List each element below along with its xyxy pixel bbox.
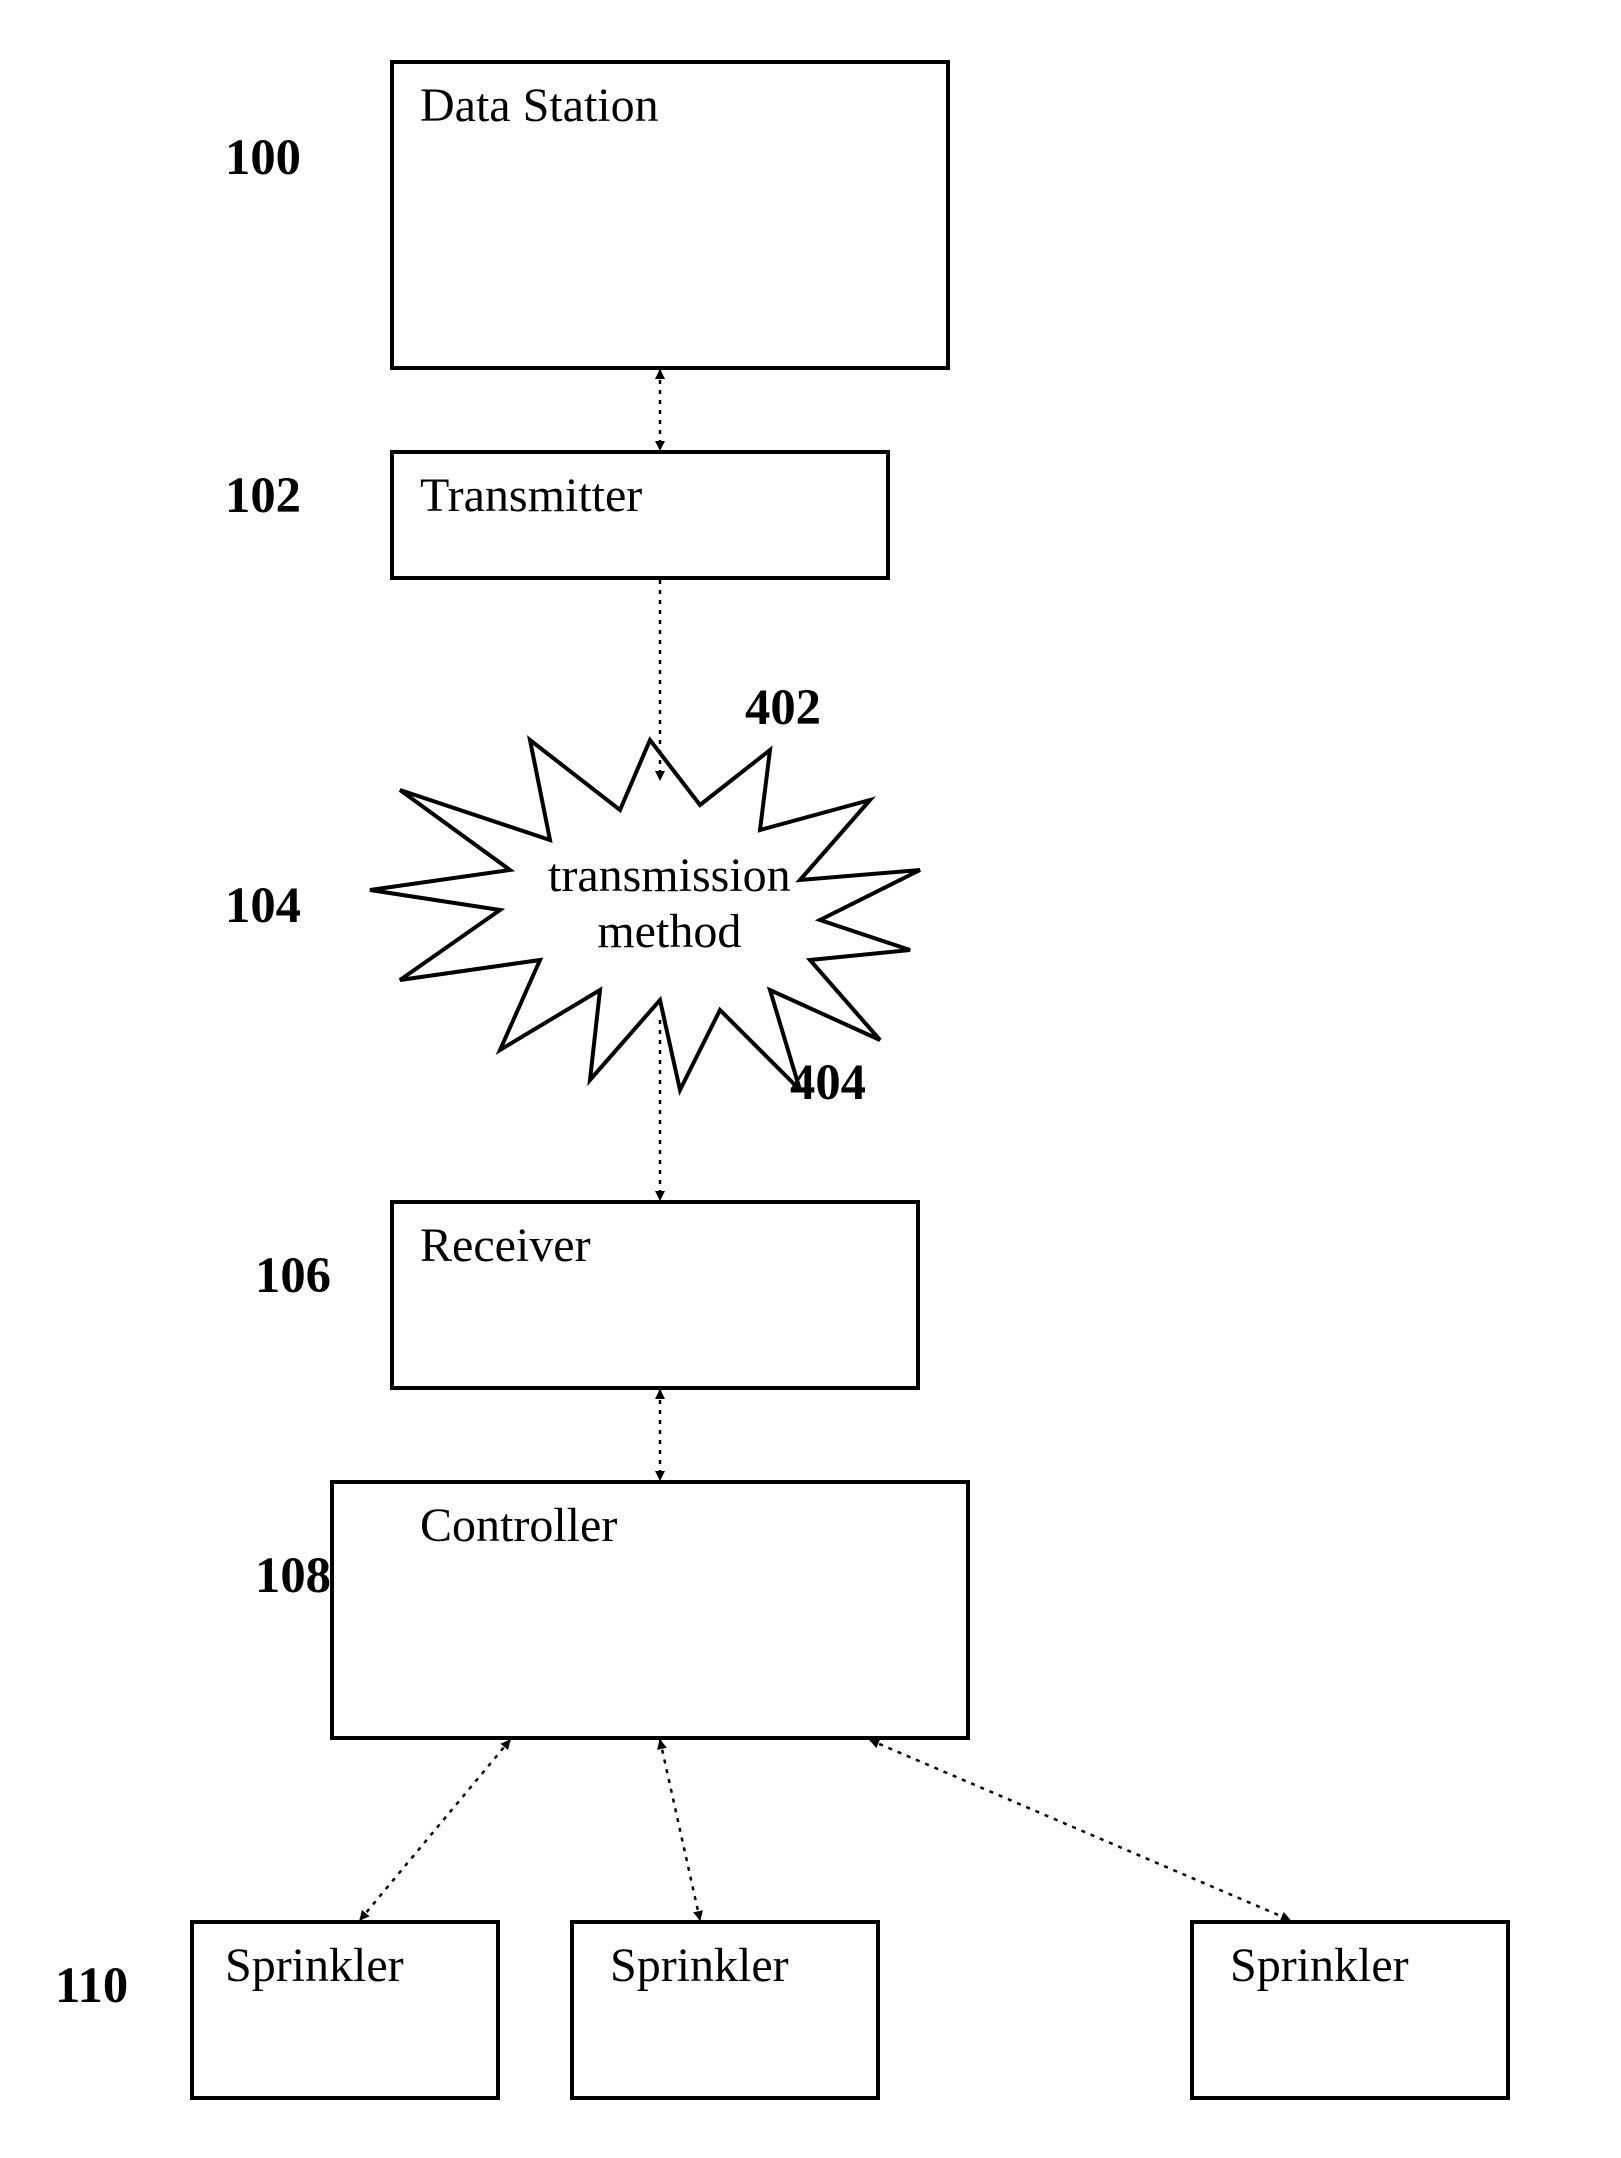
transmitter-label: Transmitter — [420, 468, 642, 523]
ref-102: 102 — [225, 466, 301, 524]
transmission-method-label: transmission method — [548, 848, 791, 958]
receiver-label: Receiver — [420, 1218, 591, 1273]
ref-100: 100 — [225, 128, 301, 186]
sprinkler-c-label: Sprinkler — [1230, 1938, 1409, 1993]
arrow-ctrl-to-spr-a — [360, 1740, 510, 1920]
transmission-line2: method — [597, 905, 741, 958]
ref-110: 110 — [55, 1956, 128, 2014]
data-station-label: Data Station — [420, 78, 659, 133]
sprinkler-b-label: Sprinkler — [610, 1938, 789, 1993]
ref-104: 104 — [225, 876, 301, 934]
arrow-ctrl-to-spr-b — [660, 1740, 700, 1920]
transmission-line1: transmission — [548, 849, 791, 902]
ref-404: 404 — [790, 1053, 866, 1111]
diagram-canvas: Data Station Transmitter Receiver Contro… — [0, 0, 1621, 2158]
controller-label: Controller — [420, 1498, 617, 1553]
ref-106: 106 — [255, 1246, 331, 1304]
sprinkler-a-label: Sprinkler — [225, 1938, 404, 1993]
ref-108: 108 — [255, 1546, 331, 1604]
ref-402: 402 — [745, 678, 821, 736]
arrow-ctrl-to-spr-c — [870, 1740, 1290, 1920]
